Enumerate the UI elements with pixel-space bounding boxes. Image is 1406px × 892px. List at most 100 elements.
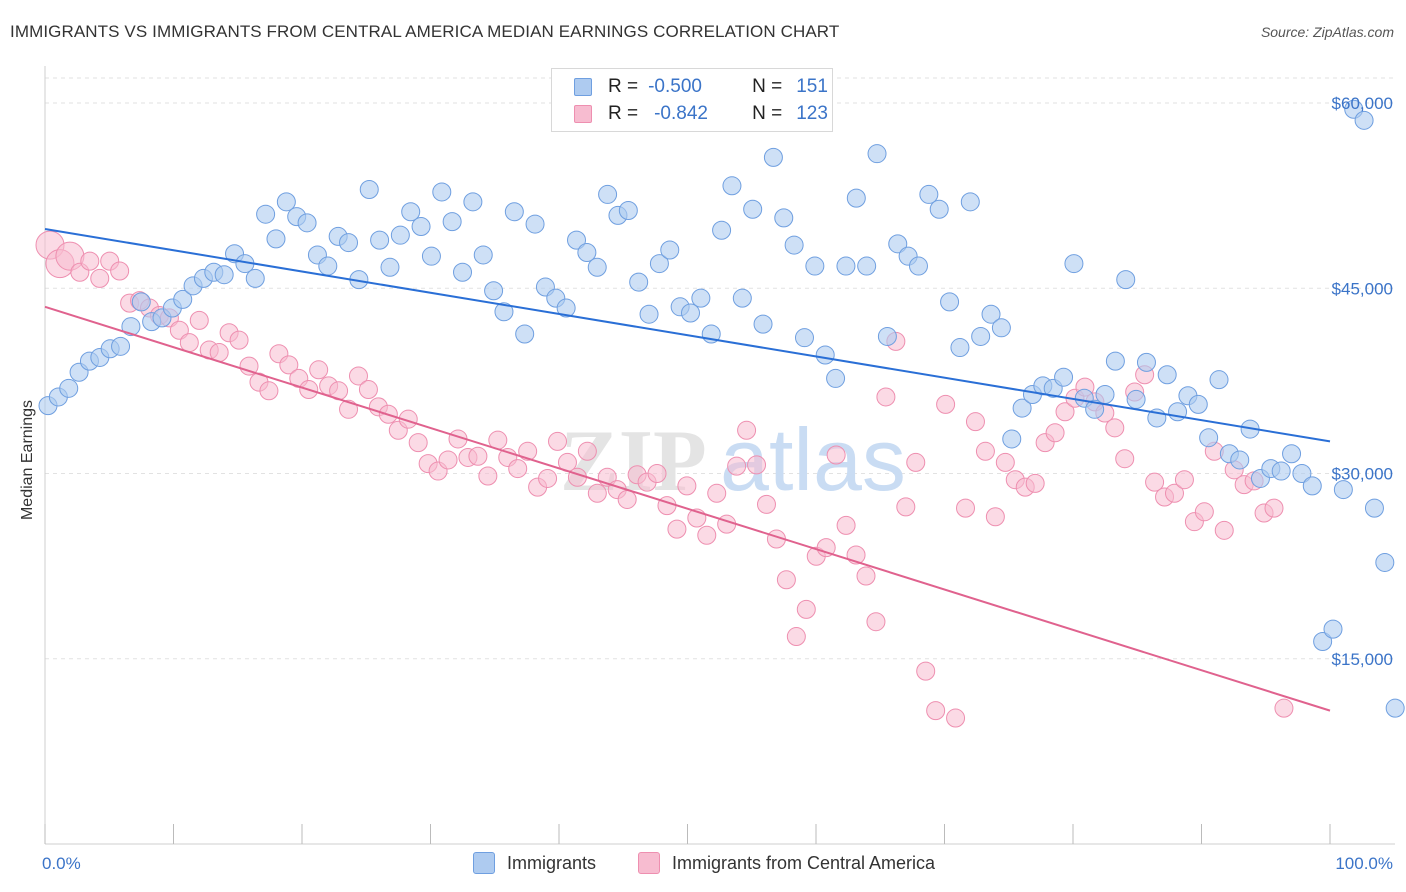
immigrants-point (805, 256, 825, 276)
immigrants-point (359, 179, 379, 199)
central-america-point (538, 468, 558, 488)
legend-label: Immigrants (507, 852, 597, 873)
immigrants-point (1230, 450, 1250, 470)
central-america-point (189, 310, 209, 330)
immigrants-point (556, 298, 576, 318)
central-america-trend-line (44, 305, 1331, 712)
central-america-point (110, 261, 130, 281)
immigrants-point (1323, 619, 1343, 639)
immigrants-point (380, 257, 400, 277)
immigrants-points (38, 99, 1405, 718)
central-america-point (548, 431, 568, 451)
immigrants-point (950, 338, 970, 358)
central-america-point (816, 538, 836, 558)
immigrants-point (1157, 365, 1177, 385)
y-tick-label: $30,000 (1332, 465, 1393, 484)
immigrants-point (484, 281, 504, 301)
immigrants-point (753, 314, 773, 334)
legend-r-value: -0.842 (654, 103, 708, 124)
legend-n-value: 151 (796, 76, 828, 97)
x-tick-label-right: 100.0% (1335, 854, 1393, 873)
series-legend: Immigrants Immigrants from Central Ameri… (0, 852, 1406, 878)
central-america-point (956, 498, 976, 518)
immigrants-point (1385, 698, 1405, 718)
central-america-point (358, 380, 378, 400)
legend-swatch-pink (574, 105, 592, 123)
immigrants-point (888, 234, 908, 254)
immigrants-point (1364, 498, 1384, 518)
immigrants-point (1209, 370, 1229, 390)
central-america-point (946, 708, 966, 728)
immigrants-point (1064, 254, 1084, 274)
legend-row-immigrants: R = -0.500 N = 151 (574, 75, 828, 99)
central-america-point (348, 366, 368, 386)
central-america-point (1214, 520, 1234, 540)
central-america-point (1115, 449, 1135, 469)
immigrants-point (639, 304, 659, 324)
central-america-point (1045, 423, 1065, 443)
central-america-points (35, 230, 1294, 728)
central-america-point (179, 333, 199, 353)
immigrants-point (960, 192, 980, 212)
immigrants-point (971, 326, 991, 346)
legend-swatch-blue (473, 852, 495, 874)
central-america-point (617, 489, 637, 509)
immigrants-point (919, 184, 939, 204)
immigrants-point (940, 292, 960, 312)
y-axis-title: Median Earnings (19, 400, 36, 520)
immigrants-point (826, 368, 846, 388)
central-america-point (906, 452, 926, 472)
immigrants-point (577, 242, 597, 262)
immigrants-point (1292, 464, 1312, 484)
central-america-point (995, 452, 1015, 472)
central-america-point (985, 507, 1005, 527)
immigrants-point (774, 208, 794, 228)
immigrants-point (463, 192, 483, 212)
immigrants-point (453, 262, 473, 282)
central-america-point (647, 464, 667, 484)
immigrants-point (442, 212, 462, 232)
central-america-point (398, 409, 418, 429)
immigrants-point (618, 200, 638, 220)
legend-r-label: R = (608, 76, 639, 97)
central-america-point (259, 381, 279, 401)
central-america-point (518, 441, 538, 461)
immigrants-point (131, 292, 151, 312)
immigrants-point (1313, 631, 1333, 651)
central-america-point (677, 476, 697, 496)
central-america-point (90, 268, 110, 288)
central-america-point (916, 661, 936, 681)
immigrants-point (836, 256, 856, 276)
immigrants-point (494, 302, 514, 322)
immigrants-point (743, 199, 763, 219)
central-america-point (468, 446, 488, 466)
central-america-point (239, 356, 259, 376)
immigrants-point (1126, 389, 1146, 409)
central-america-point (169, 320, 189, 340)
immigrants-point (214, 265, 234, 285)
central-america-point (1274, 698, 1294, 718)
central-america-point (737, 420, 757, 440)
immigrants-point (1333, 480, 1353, 500)
immigrants-point (784, 235, 804, 255)
central-america-point (408, 433, 428, 453)
y-tick-label: $15,000 (1332, 650, 1393, 669)
immigrants-point (1282, 444, 1302, 464)
central-america-point (756, 494, 776, 514)
immigrants-point (691, 288, 711, 308)
central-america-point (508, 459, 528, 479)
immigrants-point (587, 257, 607, 277)
central-america-point (747, 455, 767, 475)
legend-row-central-america: R = -0.842 N = 123 (574, 102, 828, 126)
immigrants-point (1095, 384, 1115, 404)
immigrants-point (390, 225, 410, 245)
immigrants-point (877, 326, 897, 346)
immigrants-point (432, 182, 452, 202)
legend-item-central-america: Immigrants from Central America (638, 852, 935, 874)
immigrants-point (504, 202, 524, 222)
immigrants-point (598, 184, 618, 204)
central-america-point (776, 570, 796, 590)
central-america-point (339, 399, 359, 419)
immigrants-point (1054, 367, 1074, 387)
immigrants-point (732, 288, 752, 308)
